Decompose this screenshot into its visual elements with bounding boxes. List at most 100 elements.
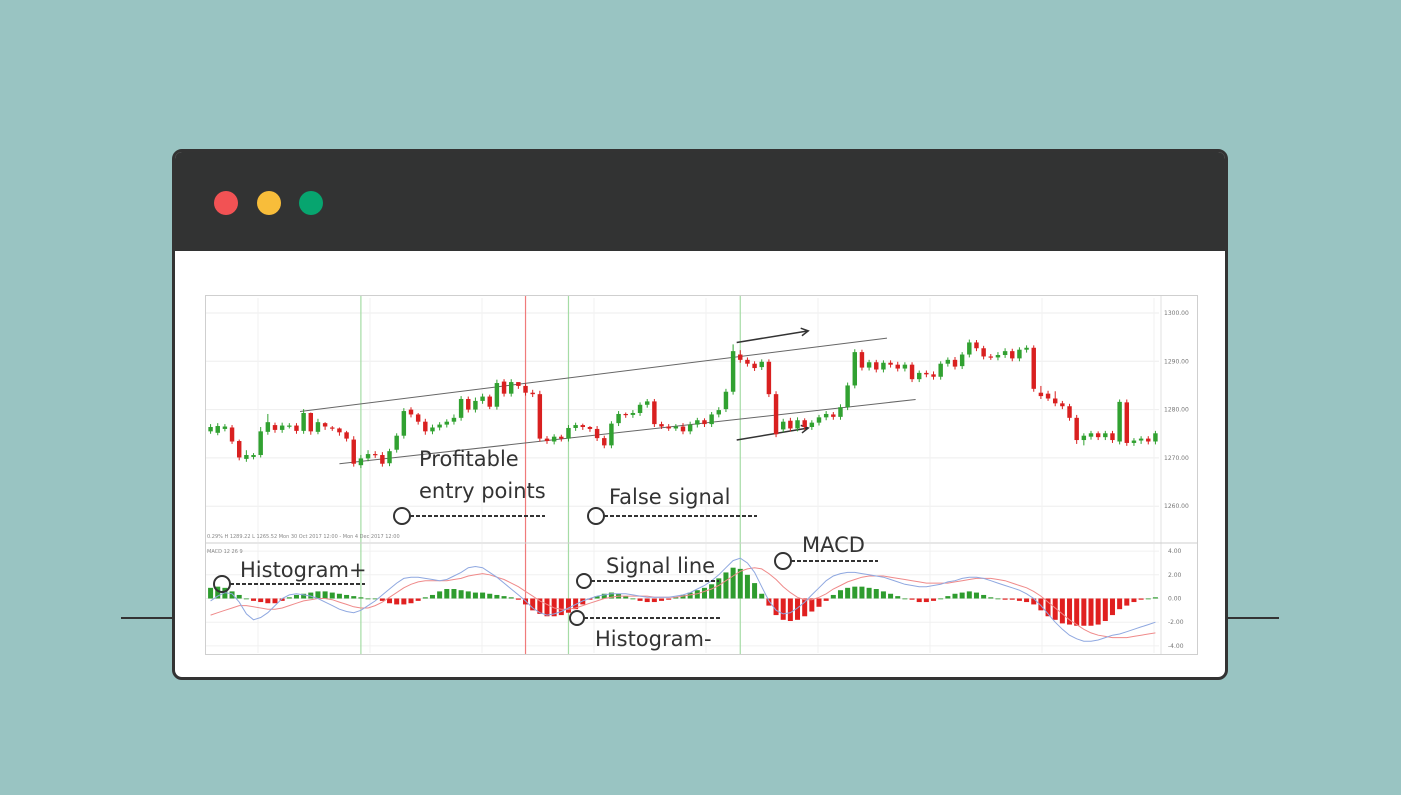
histogram-bar-negative <box>1117 598 1123 610</box>
histogram-bar-positive <box>845 587 851 599</box>
candle-body-up <box>823 413 829 418</box>
histogram-bar-positive <box>222 587 228 599</box>
histogram-bar-negative <box>1088 598 1094 626</box>
histogram-bar-positive <box>322 591 328 599</box>
histogram-bar-positive <box>472 592 478 599</box>
histogram-bar-positive <box>880 591 886 599</box>
histogram-bar-positive <box>422 597 428 599</box>
histogram-bar-negative <box>1124 598 1130 606</box>
histogram-bar-negative <box>1052 598 1058 620</box>
candle-body-down <box>924 372 929 375</box>
minimize-dot-icon[interactable] <box>257 191 281 215</box>
histogram-bar-negative <box>265 598 271 604</box>
candle-body-up <box>723 391 729 410</box>
histogram-bar-positive <box>737 568 743 599</box>
candle-body-up <box>609 423 614 446</box>
price-macd-chart: 1300.00 1290.00 1280.00 1270.00 1260.00 0.29… <box>206 296 1197 654</box>
candle-body-up <box>258 431 263 456</box>
candle-body-up <box>1081 435 1087 441</box>
histogram-bar-negative <box>773 598 779 616</box>
histogram-bar-negative <box>787 598 793 622</box>
candle-body-up <box>866 362 872 368</box>
candle-body-up <box>387 451 392 464</box>
histogram-bar-negative <box>408 598 414 604</box>
macd-title: MACD 12 26 9 <box>207 549 243 555</box>
histogram-bar-negative <box>659 598 665 601</box>
candle-body-up <box>394 435 399 450</box>
false-signal-label: False signal <box>609 485 731 509</box>
signal-line-circle-marker <box>576 573 592 589</box>
candle-body-down <box>1038 392 1044 397</box>
histogram-bar-negative <box>258 598 264 603</box>
candle-body-down <box>859 352 865 368</box>
histogram-bar-negative <box>823 598 829 601</box>
candlesticks <box>208 339 1158 469</box>
candle-body-down <box>537 394 543 439</box>
histogram-bar-positive <box>236 594 242 599</box>
histogram-bar-negative <box>279 598 285 601</box>
close-dot-icon[interactable] <box>214 191 238 215</box>
candle-body-up <box>1117 401 1122 442</box>
histogram-bar-positive <box>859 586 865 599</box>
candle-body-down <box>888 362 893 365</box>
histogram-bar-negative <box>530 598 536 611</box>
histogram-bar-positive <box>429 594 435 599</box>
candle-body-up <box>967 342 972 355</box>
candle-body-down <box>516 382 521 386</box>
candle-body-up <box>508 382 514 394</box>
candle-body-down <box>408 409 414 415</box>
candle-body-up <box>780 421 786 430</box>
candle-body-up <box>1088 433 1094 437</box>
histogram-bar-positive <box>830 594 836 599</box>
histogram-bar-negative <box>1009 598 1015 600</box>
histogram-plus-label: Histogram+ <box>240 558 367 582</box>
chart-frame: 1300.00 1290.00 1280.00 1270.00 1260.00 0.29… <box>205 295 1198 655</box>
candle-body-up <box>358 458 364 466</box>
profitable-entry-label-line1: Profitable <box>419 447 519 471</box>
histogram-bar-positive <box>959 592 965 599</box>
histogram-bar-positive <box>759 593 765 599</box>
candle-body-down <box>931 374 936 377</box>
candle-body-up <box>959 354 965 367</box>
candle-body-down <box>580 425 586 428</box>
candle-body-down <box>594 428 600 439</box>
candle-body-down <box>602 438 607 446</box>
macd-tick-label: -2.00 <box>1168 619 1184 626</box>
candle-body-up <box>551 436 557 442</box>
histogram-bar-negative <box>1067 598 1073 625</box>
histogram-bar-negative <box>1102 598 1108 622</box>
candle-body-up <box>945 359 951 364</box>
candle-body-up <box>809 422 815 428</box>
trend-channel <box>299 327 916 465</box>
candle-body-down <box>559 436 564 439</box>
histogram-bar-negative <box>387 598 393 604</box>
candle-body-down <box>773 394 779 435</box>
histogram-bar-positive <box>744 574 750 599</box>
upper-channel-line <box>299 337 888 413</box>
candle-body-up <box>916 372 922 380</box>
candle-body-up <box>265 422 271 432</box>
histogram-bar-positive <box>508 597 514 599</box>
histogram-bar-negative <box>909 598 915 600</box>
candle-body-down <box>1052 398 1058 404</box>
histogram-bar-negative <box>802 598 808 617</box>
candle-body-down <box>981 348 986 357</box>
entry-circle-marker <box>393 507 411 525</box>
candle-body-down <box>322 423 328 427</box>
histogram-bar-negative <box>272 598 278 604</box>
histogram-bar-positive <box>465 591 471 599</box>
macd-tick-label: 4.00 <box>1168 548 1182 555</box>
histogram-bar-negative <box>1002 598 1008 600</box>
histogram-bar-negative <box>637 598 643 601</box>
histogram-bar-negative <box>565 598 571 613</box>
candle-body-up <box>845 385 850 408</box>
candle-body-down <box>1074 417 1079 441</box>
histogram-bar-negative <box>644 598 650 603</box>
annotation-layer: Profitable entry points False signal His… <box>213 447 878 651</box>
candle-body-up <box>444 421 450 425</box>
price-tick-label: 1270.00 <box>1164 455 1189 462</box>
maximize-dot-icon[interactable] <box>299 191 323 215</box>
price-tick-label: 1280.00 <box>1164 407 1189 414</box>
histogram-minus-label: Histogram- <box>595 627 712 651</box>
candle-body-down <box>874 362 879 370</box>
